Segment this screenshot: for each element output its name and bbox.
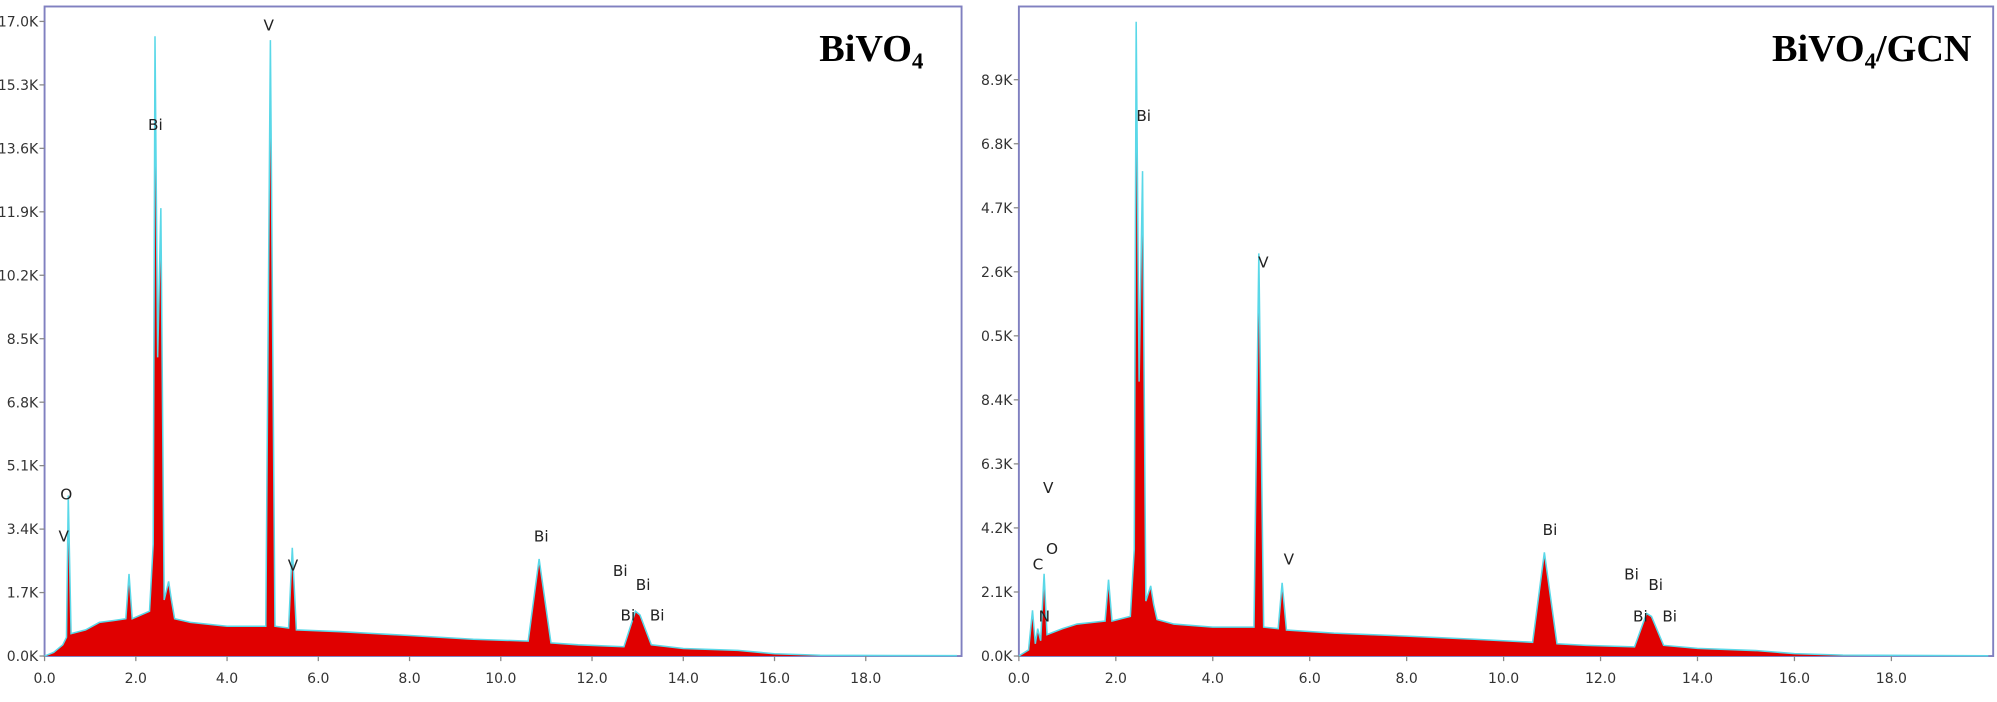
peak-label: C <box>1033 555 1044 573</box>
y-tick-label: 11.9K <box>0 205 39 221</box>
x-tick-label: 14.0 <box>668 671 699 687</box>
x-tick-label: 18.0 <box>1876 671 1907 687</box>
x-tick-label: 2.0 <box>1105 671 1127 687</box>
peak-label: Bi <box>1136 107 1151 125</box>
spectrum-line <box>44 36 957 657</box>
panel-title: BiVO₄ <box>819 28 924 70</box>
y-tick-label: 0.0K <box>7 649 39 665</box>
plot-frame <box>1017 5 1995 657</box>
y-tick-label: 0.0K <box>981 649 1013 665</box>
peak-label: O <box>1046 540 1058 558</box>
x-tick-label: 0.0 <box>1008 671 1030 687</box>
y-tick-label: 6.8K <box>7 395 39 411</box>
x-tick-label: 4.0 <box>216 671 238 687</box>
peak-label: V <box>264 17 275 35</box>
y-tick-label: 6.3K <box>981 457 1013 473</box>
y-tick-label: 4.2K <box>981 521 1013 537</box>
x-tick-label: 10.0 <box>1488 671 1519 687</box>
spectrum-area <box>44 36 957 657</box>
x-tick-label: 0.0 <box>33 671 55 687</box>
x-tick-label: 6.0 <box>1299 671 1321 687</box>
peak-label: Bi <box>650 606 665 624</box>
peak-label: Bi <box>613 562 628 580</box>
y-tick-label: 2.6K <box>981 265 1013 281</box>
peak-label: Bi <box>636 576 651 594</box>
x-tick-label: 16.0 <box>1779 671 1810 687</box>
peak-label: V <box>1043 479 1054 497</box>
peak-label: Bi <box>1633 608 1648 626</box>
peak-label: Bi <box>1648 576 1663 594</box>
x-tick-label: 4.0 <box>1202 671 1224 687</box>
x-tick-label: 18.0 <box>850 671 881 687</box>
y-tick-label: 1.7K <box>7 586 39 602</box>
peak-label: Bi <box>1624 566 1639 584</box>
x-tick-label: 10.0 <box>485 671 516 687</box>
y-tick-label: 2.1K <box>981 585 1013 601</box>
peak-label: Bi <box>148 116 163 134</box>
y-tick-label: 17.0K <box>0 15 39 31</box>
peak-label: Bi <box>534 527 549 545</box>
y-tick-label: 13.6K <box>0 141 39 157</box>
y-tick-label: 8.9K <box>981 73 1013 89</box>
y-tick-label: 15.3K <box>0 78 39 94</box>
peak-label: V <box>1258 254 1269 272</box>
plot-frame <box>43 5 963 657</box>
y-tick-label: 6.8K <box>981 137 1013 153</box>
panel-title: BiVO₄/GCN <box>1772 28 1972 70</box>
y-tick-label: 3.4K <box>7 522 39 538</box>
peak-label: Bi <box>1662 608 1677 626</box>
x-tick-label: 8.0 <box>1396 671 1418 687</box>
x-tick-label: 16.0 <box>759 671 790 687</box>
x-tick-label: 6.0 <box>307 671 329 687</box>
x-tick-label: 12.0 <box>576 671 607 687</box>
peak-label: Bi <box>621 606 636 624</box>
peak-label: N <box>1039 608 1050 626</box>
x-tick-label: 2.0 <box>125 671 147 687</box>
y-tick-label: 5.1K <box>7 459 39 475</box>
spectrum-line <box>1018 21 1989 657</box>
peak-label: V <box>58 527 69 545</box>
y-tick-label: 0.5K <box>981 329 1013 345</box>
y-tick-label: 10.2K <box>0 268 39 284</box>
peak-label: V <box>1284 550 1295 568</box>
y-tick-label: 8.4K <box>981 393 1013 409</box>
x-tick-label: 12.0 <box>1585 671 1616 687</box>
peak-label: V <box>288 557 299 575</box>
peak-label: Bi <box>1543 521 1558 539</box>
x-tick-label: 14.0 <box>1682 671 1713 687</box>
x-tick-label: 8.0 <box>398 671 420 687</box>
y-tick-label: 8.5K <box>7 332 39 348</box>
peak-label: O <box>60 485 72 503</box>
y-tick-label: 4.7K <box>981 201 1013 217</box>
